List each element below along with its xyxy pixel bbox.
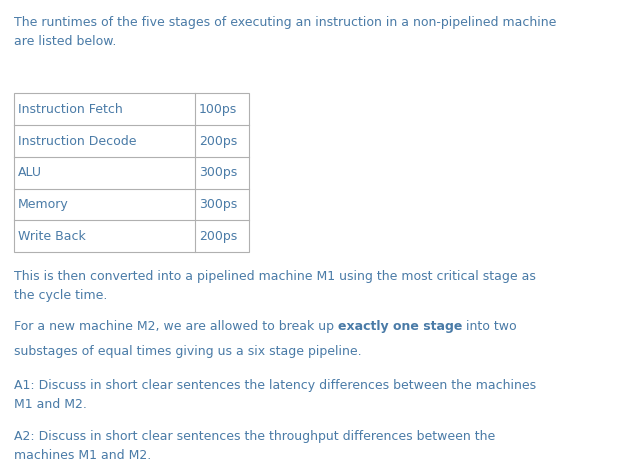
Text: Instruction Fetch: Instruction Fetch [18,103,122,116]
Text: into two: into two [462,320,517,333]
Text: Instruction Decode: Instruction Decode [18,134,136,148]
Text: The runtimes of the five stages of executing an instruction in a non-pipelined m: The runtimes of the five stages of execu… [14,16,556,49]
Text: 100ps: 100ps [199,103,237,116]
Text: A1: Discuss in short clear sentences the latency differences between the machine: A1: Discuss in short clear sentences the… [14,379,536,411]
Text: 300ps: 300ps [199,198,237,211]
Text: This is then converted into a pipelined machine M1 using the most critical stage: This is then converted into a pipelined … [14,270,536,302]
Text: ALU: ALU [18,166,41,179]
Text: 200ps: 200ps [199,134,237,148]
Text: 300ps: 300ps [199,166,237,179]
Text: Memory: Memory [18,198,68,211]
Text: For a new machine M2, we are allowed to break up: For a new machine M2, we are allowed to … [14,320,338,333]
Bar [14,93,249,252]
Text: A2: Discuss in short clear sentences the throughput differences between the
mach: A2: Discuss in short clear sentences the… [14,430,495,462]
Text: Write Back: Write Back [18,230,85,243]
Text: exactly one stage: exactly one stage [338,320,462,333]
Text: 200ps: 200ps [199,230,237,243]
Text: substages of equal times giving us a six stage pipeline.: substages of equal times giving us a six… [14,345,361,358]
